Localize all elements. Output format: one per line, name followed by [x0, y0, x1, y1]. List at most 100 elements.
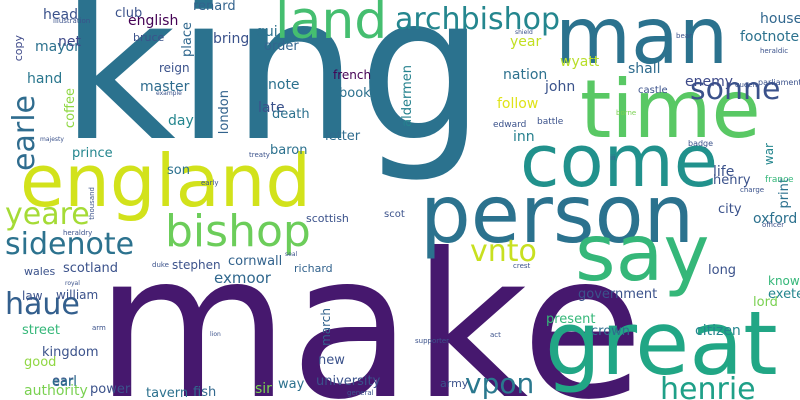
- word-early: early: [201, 179, 219, 187]
- word-wyatt: wyatt: [560, 54, 600, 70]
- word-follow: follow: [497, 96, 539, 112]
- word-son: son: [167, 163, 190, 178]
- word-cornwall: cornwall: [228, 254, 283, 269]
- word-street: street: [22, 323, 61, 338]
- word-henry: henry: [713, 173, 751, 188]
- word-england: england: [20, 139, 312, 223]
- word-university: university: [316, 374, 381, 389]
- word-club: club: [115, 6, 143, 21]
- word-act: act: [490, 331, 501, 339]
- word-place: place: [180, 22, 195, 57]
- word-france: france: [765, 175, 794, 185]
- word-heraldry: heraldry: [63, 229, 93, 237]
- word-book: book: [339, 86, 371, 101]
- word-aldermen: aldermen: [400, 65, 415, 127]
- word-copy: copy: [12, 35, 25, 62]
- word-sir: sir: [255, 381, 272, 397]
- word-arm: arm: [92, 324, 106, 332]
- word-reign: reign: [159, 61, 190, 75]
- word-example: example: [156, 90, 182, 97]
- word-life: life: [713, 164, 735, 180]
- word-royal: royal: [65, 280, 80, 287]
- word-vpon: vpon: [465, 367, 535, 400]
- word-man: man: [555, 0, 729, 82]
- word-earle: earle: [7, 95, 42, 171]
- word-english: english: [128, 13, 179, 29]
- word-bruce: bruce: [133, 31, 165, 44]
- word-general: general: [347, 389, 374, 397]
- word-duke: duke: [152, 261, 169, 269]
- word-hand: hand: [27, 71, 63, 87]
- word-heraldic: heraldic: [760, 47, 789, 55]
- word-archbishop: archbishop: [395, 2, 560, 37]
- word-lord: lord: [753, 295, 778, 310]
- word-say: say: [575, 209, 710, 299]
- word-order: order: [264, 39, 299, 54]
- word-note: note: [268, 77, 300, 93]
- word-exeter: exeter: [768, 287, 800, 302]
- word-prince: prince: [72, 146, 113, 161]
- word-make: make: [95, 211, 645, 400]
- word-inn: inn: [513, 129, 535, 145]
- word-master: master: [140, 79, 190, 95]
- word-scotland: scotland: [63, 261, 119, 276]
- word-footnote: footnote: [740, 29, 800, 45]
- word-badge: badge: [688, 139, 714, 148]
- word-tavern: tavern: [146, 386, 189, 400]
- word-qui: qui: [256, 24, 278, 40]
- word-yeare: yeare: [5, 197, 90, 232]
- word-scottish: scottish: [306, 212, 349, 225]
- word-baron: baron: [270, 143, 308, 158]
- word-wales: wales: [24, 265, 56, 278]
- word-castle: castle: [638, 85, 668, 96]
- word-edward: edward: [493, 120, 527, 130]
- word-exmoor: exmoor: [214, 269, 271, 287]
- word-battle: battle: [537, 117, 564, 127]
- word-haue: haue: [5, 287, 80, 322]
- word-crest: crest: [513, 262, 531, 270]
- word-good: good: [24, 355, 57, 370]
- word-war: war: [762, 143, 776, 166]
- word-year: year: [510, 34, 542, 50]
- word-henrie: henrie: [660, 372, 756, 400]
- word-sidenote: sidenote: [5, 227, 135, 262]
- word-land: land: [275, 0, 388, 51]
- word-bishop: bishop: [165, 206, 311, 257]
- word-sonne: sonne: [690, 72, 781, 107]
- word-nation: nation: [503, 67, 548, 83]
- word-know: know: [768, 274, 800, 288]
- word-fish: fish: [193, 385, 217, 400]
- word-charge: charge: [740, 186, 765, 194]
- word-borne: borne: [616, 109, 637, 117]
- word-parliament: parliament: [758, 78, 800, 87]
- word-earl: earl: [52, 375, 77, 390]
- word-shield: shield: [515, 29, 533, 36]
- word-authority: authority: [24, 383, 88, 399]
- word-come: come: [520, 119, 719, 203]
- word-march: march: [319, 308, 333, 346]
- word-illustration: illustration: [53, 17, 91, 25]
- word-government: government: [578, 287, 658, 302]
- word-richard: richard: [294, 262, 333, 275]
- word-john: john: [545, 79, 576, 95]
- word-king: king: [60, 0, 486, 186]
- word-seal: seal: [285, 251, 298, 258]
- word-lion: lion: [210, 331, 221, 338]
- word-queen: queen: [735, 81, 757, 89]
- word-late: late: [258, 100, 285, 116]
- word-way: way: [278, 377, 305, 392]
- word-renard: renard: [193, 0, 236, 14]
- word-army: army: [440, 377, 469, 390]
- word-kingdom: kingdom: [42, 345, 99, 360]
- word-william: william: [56, 288, 99, 302]
- word-coffee: coffee: [63, 88, 78, 129]
- word-long: long: [708, 263, 737, 278]
- word-oxford: oxford: [753, 211, 798, 227]
- word-bring: bring: [213, 31, 250, 47]
- word-french: french: [333, 68, 372, 82]
- word-majesty: majesty: [40, 136, 64, 143]
- word-officer: officer: [762, 221, 785, 229]
- word-city: city: [718, 202, 742, 217]
- word-net: net: [58, 34, 81, 50]
